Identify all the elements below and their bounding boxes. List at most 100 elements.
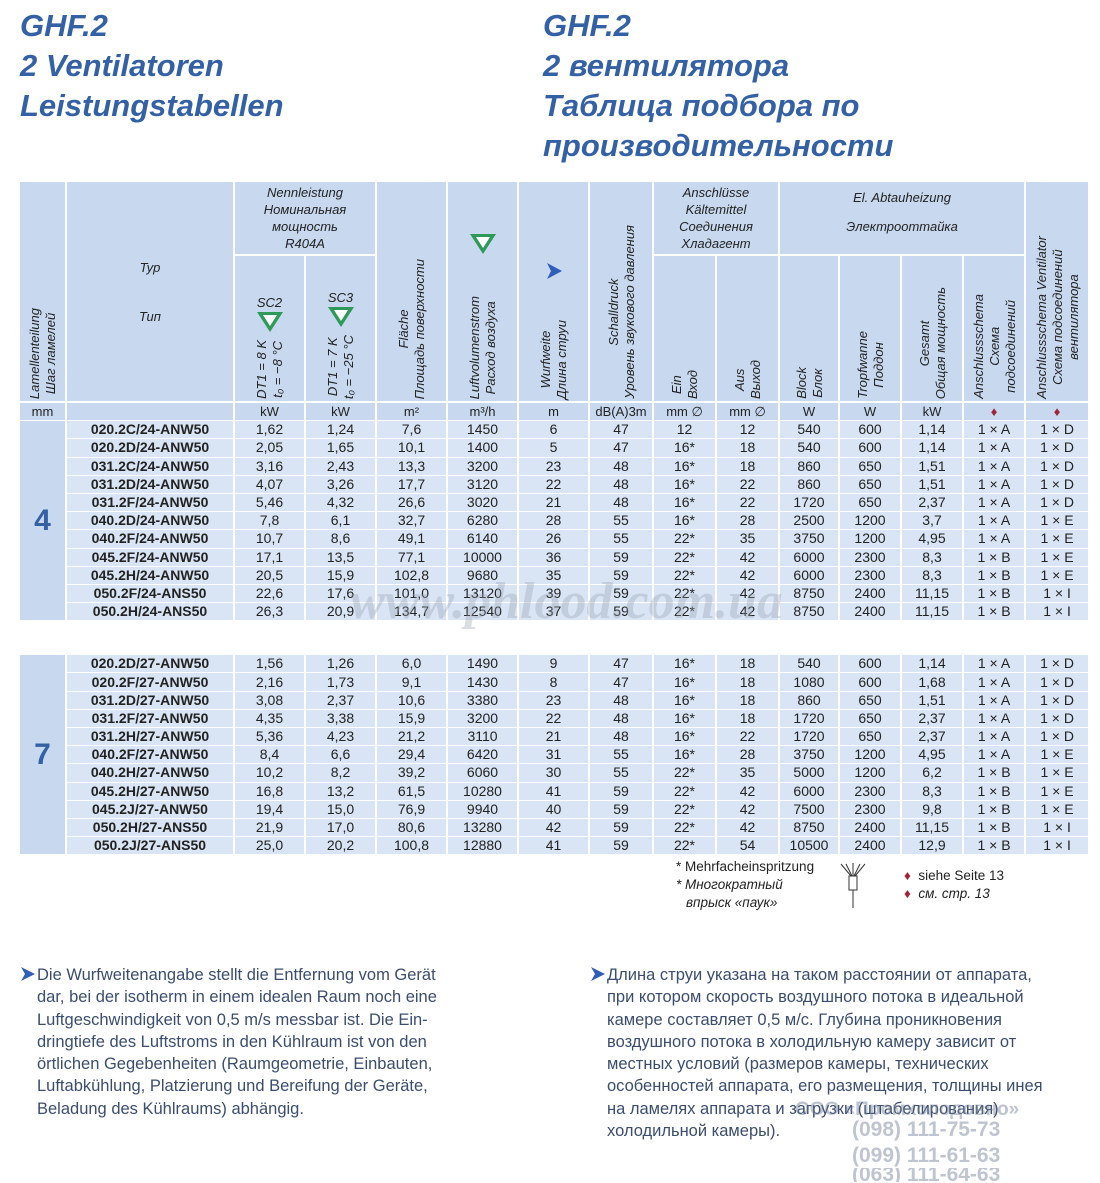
value-cell: 22 [715,474,780,494]
value-cell: 3,08 [233,690,306,710]
unit-cell: kW [233,401,306,421]
value-cell: 1,56 [233,654,306,673]
value-cell: 6420 [446,745,519,764]
value-cell: 3200 [446,456,519,476]
head-text: Номинальная [263,202,347,217]
value-cell: 22* [652,565,717,585]
value-cell: 2400 [838,817,902,837]
value-cell: 540 [778,654,840,673]
table-row: 031.2D/27-ANW50 3,08 2,37 10,6 3380 23 48 16* 18… [19,690,1091,710]
head-tray: Tropfwanne Поддон [838,254,902,403]
type-cell: 050.2J/27-ANS50 [65,836,235,855]
value-cell: 100,8 [375,836,448,855]
head-airflow: Luftvolumenstrom Расход воздуха [446,180,519,403]
value-cell: 860 [778,474,840,494]
value-cell: 1 × I [1024,836,1091,855]
value-cell: 2,37 [900,492,964,512]
value-cell: 600 [838,654,902,673]
note-ru: Длина струи указана на таком расстоянии … [607,964,1043,1142]
footnote-line: ♦ см. стр. 13 [904,886,990,901]
value-cell: 42 [715,799,780,819]
footnote-text: siehe Seite 13 [918,868,1004,883]
footnote-see: ♦ siehe Seite 13 ♦ см. стр. 13 [904,867,1004,903]
value-cell: 1450 [446,420,519,439]
value-cell: 1430 [446,672,519,692]
value-cell: 1 × D [1024,690,1091,710]
table-row: 7 020.2D/27-ANW50 1,56 1,26 6,0 1490 9 47 16* 18 5… [18,654,1091,855]
value-cell: 15,9 [375,708,448,728]
head-text: Tropfwanne [854,331,870,399]
value-cell: 47 [588,420,654,439]
value-cell: 2500 [778,511,840,530]
head-text: Anschlussschema Ventilator [1033,236,1049,399]
head-text: Block [793,367,809,399]
value-cell: 1 × A [961,654,1027,673]
value-cell: 9 [517,654,590,673]
value-cell: 1 × E [1024,511,1091,530]
value-cell: 650 [838,474,902,494]
type-cell: 031.2C/24-ANW50 [65,456,235,476]
value-cell: 650 [838,690,902,710]
value-cell: 1 × B [961,817,1027,837]
value-cell: 12880 [446,836,519,855]
value-cell: 10500 [778,836,840,855]
type-cell: 020.2F/27-ANW50 [65,672,235,692]
head-text: Typ [139,259,161,275]
value-cell: 48 [588,492,654,512]
value-cell: 3750 [778,529,840,548]
note-line: на ламелях аппарата и загрузки (штабелир… [607,1099,999,1118]
value-cell: 10,2 [233,763,306,783]
head-fan: Anschlussschema Ventilator Схема подсоеди… [1024,180,1091,403]
table-row: 045.2H/24-ANW50 20,5 15,9 102,8 9680 35 59 22* 4… [19,565,1091,585]
value-cell: 21,9 [233,817,306,837]
value-cell: 6280 [446,511,519,530]
value-cell: 1 × A [961,492,1027,512]
value-cell: 21 [517,492,590,512]
value-cell: 15,0 [304,799,377,819]
value-cell: 12 [715,420,780,439]
value-cell: 1 × D [1024,726,1091,746]
value-cell: 1 × B [961,602,1027,621]
value-cell: 1,24 [304,420,377,439]
value-cell: 26,6 [375,492,448,512]
head-text: Wurfweite [538,330,553,389]
head-in: Ein Вход [652,254,717,403]
value-cell: 59 [588,781,654,801]
value-cell: 10,7 [233,529,306,548]
note-line: dringtiefe des Luftstroms in den Kühlrau… [37,1032,427,1051]
value-cell: 3750 [778,745,840,764]
value-cell: 540 [778,420,840,439]
value-cell: 49,1 [375,529,448,548]
table-row: 050.2F/24-ANS50 22,6 17,6 101,0 13120 39 59 22*… [19,583,1091,603]
value-cell: 48 [588,708,654,728]
unit-cell: W [838,401,902,421]
watermark-site: www.phlood.com.ua [350,573,783,630]
group-gap [17,620,1091,655]
head-text: Поддон [870,342,886,388]
head-text: Хладагент [681,236,751,251]
value-cell: 12 [652,420,717,439]
table-row: 031.2C/24-ANW50 3,16 2,43 13,3 3200 23 48 16* 18… [19,456,1091,476]
value-cell: 101,0 [375,583,448,603]
value-cell: 10,1 [375,438,448,458]
value-cell: 16* [652,690,717,710]
value-cell: 8,3 [900,781,964,801]
head-text: Общая мощность [932,286,948,399]
value-cell: 1 × A [961,745,1027,764]
head-throw: Wurfweite Длина струи [517,180,590,403]
value-cell: 1 × D [1024,492,1091,512]
value-cell: 2,37 [900,708,964,728]
value-cell: 55 [588,529,654,548]
value-cell: 55 [588,511,654,530]
eurovent-icon [327,306,354,327]
lamella-cell: 7 [18,654,67,855]
value-cell: 59 [588,547,654,567]
value-cell: 1720 [778,492,840,512]
value-cell: 59 [588,565,654,585]
unit-cell: mm [18,401,67,421]
head-text: Nennleistung [267,185,343,200]
value-cell: 600 [838,672,902,692]
value-cell: 13,5 [304,547,377,567]
arrow-icon [546,262,562,279]
